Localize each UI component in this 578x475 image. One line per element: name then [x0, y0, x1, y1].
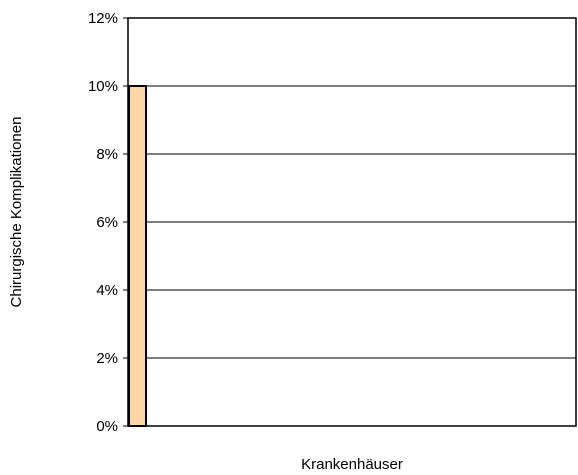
y-tick-label: 4% — [96, 282, 118, 299]
y-tick-label: 2% — [96, 350, 118, 367]
bar — [128, 85, 147, 427]
y-axis-ticks: 0% 2% 4% 6% 8% 10% 12% — [88, 10, 128, 435]
y-tick-label: 6% — [96, 214, 118, 231]
bars — [128, 85, 147, 427]
gridlines — [128, 85, 576, 359]
y-tick-label: 8% — [96, 146, 118, 163]
y-tick-label: 12% — [88, 10, 118, 27]
y-axis-title: Chirurgische Komplikationen — [8, 117, 25, 308]
y-tick-label: 10% — [88, 78, 118, 95]
y-tick-label: 0% — [96, 418, 118, 435]
x-axis-title: Krankenhäuser — [301, 456, 403, 473]
